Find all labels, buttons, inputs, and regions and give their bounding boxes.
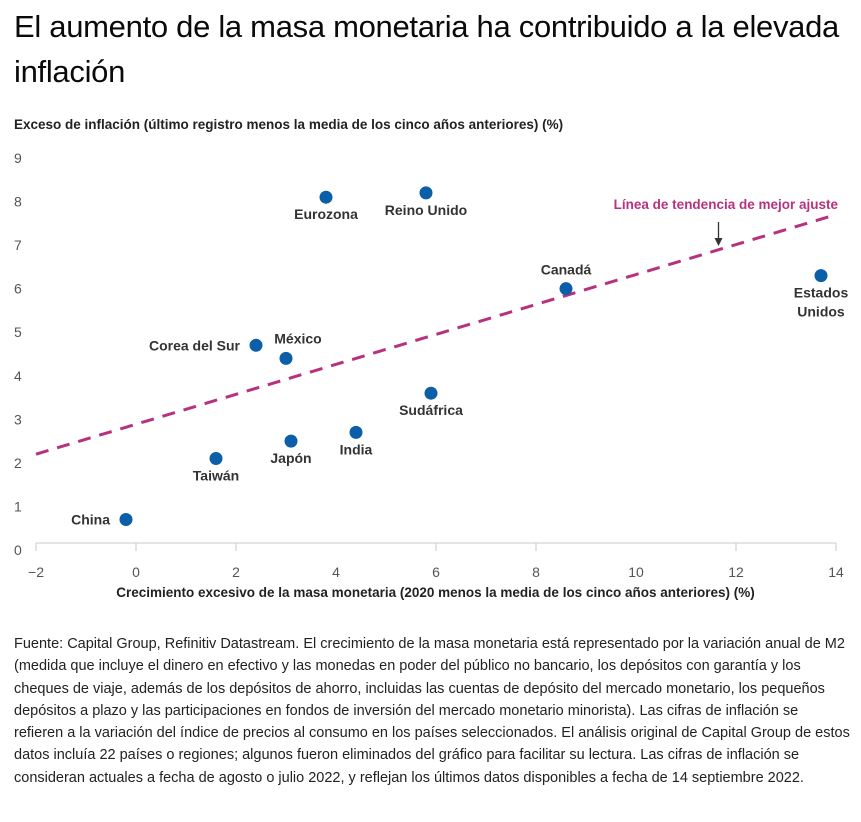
point-label: Eurozona	[294, 206, 358, 222]
x-tick-label: 4	[332, 564, 340, 580]
source-footnote: Fuente: Capital Group, Refinitiv Datastr…	[14, 636, 850, 786]
x-tick-label: 10	[628, 564, 644, 580]
data-point	[814, 269, 828, 283]
x-tick-label: 14	[828, 564, 844, 580]
data-point	[559, 282, 573, 296]
point-label: México	[274, 330, 321, 346]
data-point	[349, 425, 363, 439]
trendline-label: Línea de tendencia de mejor ajuste	[614, 197, 839, 212]
point-label: Sudáfrica	[399, 402, 463, 418]
chart-title: El aumento de la masa monetaria ha contr…	[14, 9, 839, 89]
x-tick-label: 0	[132, 564, 140, 580]
y-axis: 0 1 2 3 4 5 6 7 8 9	[14, 150, 22, 558]
x-tick-label: −2	[28, 564, 44, 580]
data-point	[209, 452, 223, 466]
y-tick-label: 5	[14, 324, 22, 340]
y-tick-label: 9	[14, 150, 22, 166]
point-label: Taiwán	[193, 468, 239, 484]
point-label: Canadá	[541, 262, 592, 278]
x-axis-title: Crecimiento excesivo de la masa monetari…	[116, 585, 755, 600]
x-axis: −2 0 2 4 6 8 10 12 14	[28, 542, 844, 580]
point-label: India	[340, 441, 373, 457]
data-point	[419, 186, 433, 200]
point-label: Japón	[270, 450, 311, 466]
point-label: Unidos	[797, 304, 845, 320]
point-label: Reino Unido	[385, 202, 467, 218]
data-point	[424, 386, 438, 400]
data-point	[249, 338, 263, 352]
points-group: China Taiwán Corea del Sur México Japón Euroz…	[71, 186, 849, 528]
x-tick-label: 12	[728, 564, 744, 580]
x-tick-label: 2	[232, 564, 240, 580]
point-label: Estados	[794, 285, 849, 301]
data-point	[319, 190, 333, 204]
x-tick-label: 6	[432, 564, 440, 580]
data-point	[119, 513, 133, 527]
point-label: China	[71, 512, 110, 528]
y-tick-label: 6	[14, 281, 22, 297]
arrow-down-icon	[714, 238, 723, 246]
y-tick-label: 2	[14, 455, 22, 471]
y-tick-label: 3	[14, 411, 22, 427]
data-point	[284, 434, 298, 448]
y-axis-title: Exceso de inflación (último registro men…	[14, 117, 564, 132]
trendline-group: Línea de tendencia de mejor ajuste	[35, 197, 839, 456]
y-tick-label: 8	[14, 194, 22, 210]
trendline	[35, 213, 837, 456]
x-tick-label: 8	[532, 564, 540, 580]
y-tick-label: 1	[14, 498, 22, 514]
point-label: Corea del Sur	[149, 337, 241, 353]
y-tick-label: 4	[14, 368, 22, 384]
y-tick-label: 0	[14, 542, 22, 558]
y-tick-label: 7	[14, 237, 22, 253]
data-point	[279, 351, 293, 365]
